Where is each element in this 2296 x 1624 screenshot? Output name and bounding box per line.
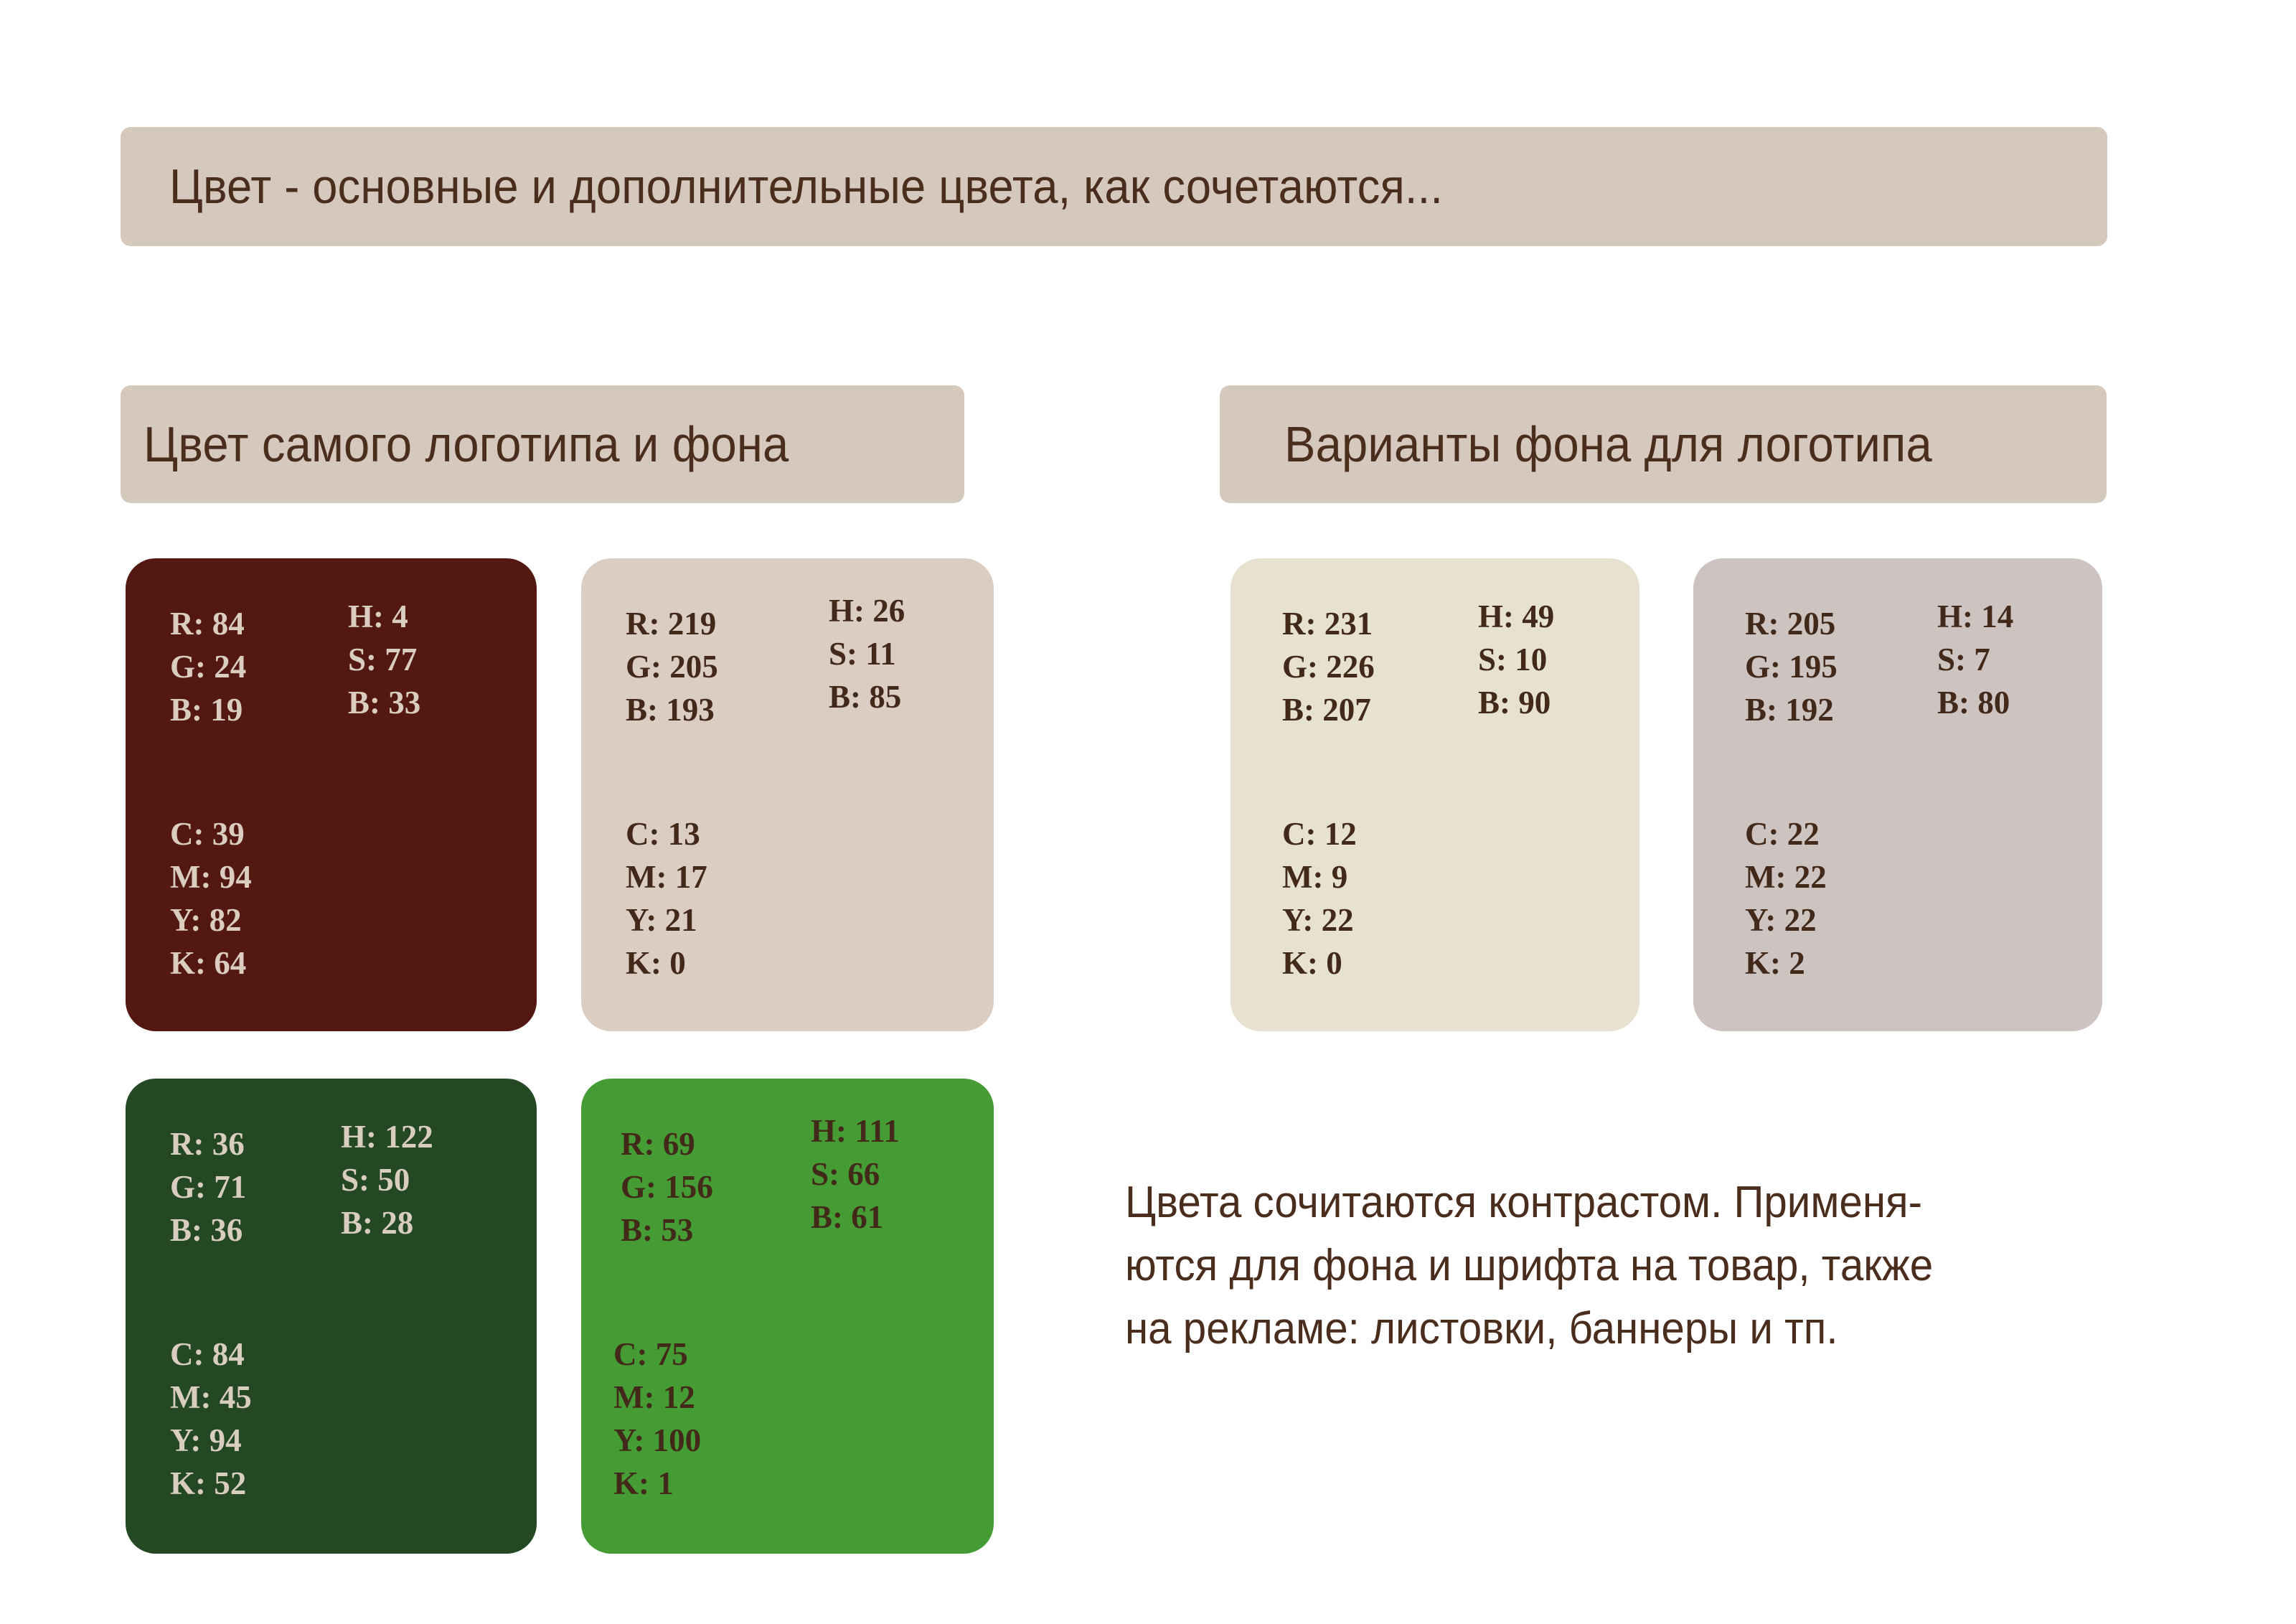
hsb-b-value: B: 80: [1937, 684, 2010, 721]
cmyk-k-value: K: 1: [613, 1465, 674, 1501]
cmyk-values-cream: C: 12 M: 9 Y: 22 K: 0: [1282, 813, 1357, 985]
hsb-values-bright-green: H: 111 S: 66 B: 61: [811, 1110, 900, 1239]
hsb-s-value: S: 77: [348, 641, 418, 677]
hsb-s-value: S: 50: [341, 1161, 410, 1198]
rgb-g-value: G: 195: [1745, 648, 1838, 685]
cmyk-m-value: M: 45: [170, 1379, 252, 1415]
rgb-b-value: B: 192: [1745, 691, 1834, 728]
cmyk-k-value: K: 2: [1745, 944, 1805, 981]
cmyk-k-value: K: 0: [626, 944, 686, 981]
color-swatch-dark-green[interactable]: R: 36 G: 71 B: 36 H: 122 S: 50 B: 28 C: …: [126, 1079, 537, 1554]
section-header-background-options-label: Варианты фона для логотипа: [1284, 416, 1932, 472]
hsb-s-value: S: 7: [1937, 641, 1990, 677]
rgb-r-value: R: 205: [1745, 606, 1836, 642]
cmyk-y-value: Y: 22: [1745, 901, 1817, 938]
cmyk-y-value: Y: 22: [1282, 901, 1354, 938]
rgb-b-value: B: 19: [170, 691, 243, 728]
hsb-h-value: H: 4: [348, 599, 408, 634]
hsb-h-value: H: 14: [1937, 599, 2014, 634]
cmyk-values-dark-green: C: 84 M: 45 Y: 94 K: 52: [170, 1333, 252, 1505]
rgb-values-bright-green: R: 69 G: 156 B: 53: [621, 1123, 713, 1252]
color-swatch-mauve[interactable]: R: 205 G: 195 B: 192 H: 14 S: 7 B: 80 C:…: [1693, 558, 2102, 1031]
cmyk-k-value: K: 52: [170, 1465, 247, 1501]
hsb-values-cream: H: 49 S: 10 B: 90: [1478, 596, 1554, 725]
cmyk-m-value: M: 94: [170, 858, 252, 895]
section-header-logo-colors-label: Цвет самого логотипа и фона: [144, 416, 789, 472]
section-header-background-options: Варианты фона для логотипа: [1220, 385, 2107, 503]
rgb-g-value: G: 71: [170, 1168, 247, 1205]
rgb-g-value: G: 226: [1282, 648, 1375, 685]
cmyk-m-value: M: 17: [626, 858, 707, 895]
rgb-r-value: R: 36: [170, 1126, 245, 1162]
cmyk-y-value: Y: 94: [170, 1422, 242, 1458]
rgb-values-cream: R: 231 G: 226 B: 207: [1282, 603, 1375, 732]
color-swatch-bright-green[interactable]: R: 69 G: 156 B: 53 H: 111 S: 66 B: 61 C:…: [581, 1079, 994, 1554]
usage-note-line-1: Цвета сочитаются контрастом. Применя-: [1125, 1178, 1922, 1227]
section-header-logo-colors: Цвет самого логотипа и фона: [121, 385, 964, 503]
cmyk-c-value: C: 75: [613, 1336, 688, 1372]
cmyk-c-value: C: 22: [1745, 816, 1820, 852]
hsb-s-value: S: 11: [829, 635, 896, 672]
color-swatch-beige[interactable]: R: 219 G: 205 B: 193 H: 26 S: 11 B: 85 C…: [581, 558, 994, 1031]
cmyk-c-value: C: 13: [626, 816, 700, 852]
cmyk-y-value: Y: 100: [613, 1422, 702, 1458]
rgb-r-value: R: 84: [170, 606, 245, 642]
usage-note-line-3: на рекламе: листовки, баннеры и тп.: [1125, 1304, 1838, 1354]
rgb-values-mauve: R: 205 G: 195 B: 192: [1745, 603, 1838, 732]
hsb-b-value: B: 28: [341, 1204, 414, 1241]
rgb-b-value: B: 193: [626, 691, 715, 728]
cmyk-k-value: K: 0: [1282, 944, 1342, 981]
cmyk-k-value: K: 64: [170, 944, 247, 981]
cmyk-c-value: C: 84: [170, 1336, 245, 1372]
hsb-h-value: H: 49: [1478, 599, 1555, 634]
rgb-b-value: B: 207: [1282, 691, 1371, 728]
hsb-values-beige: H: 26 S: 11 B: 85: [829, 590, 905, 719]
rgb-g-value: G: 24: [170, 648, 247, 685]
cmyk-m-value: M: 22: [1745, 858, 1827, 895]
hsb-values-mauve: H: 14 S: 7 B: 80: [1937, 596, 2013, 725]
hsb-b-value: B: 61: [811, 1198, 884, 1235]
hsb-h-value: H: 26: [829, 593, 905, 629]
rgb-r-value: R: 219: [626, 606, 717, 642]
hsb-h-value: H: 111: [811, 1113, 900, 1149]
cmyk-c-value: C: 39: [170, 816, 245, 852]
rgb-b-value: B: 53: [621, 1211, 694, 1248]
cmyk-m-value: M: 12: [613, 1379, 695, 1415]
rgb-r-value: R: 231: [1282, 606, 1373, 642]
cmyk-values-mauve: C: 22 M: 22 Y: 22 K: 2: [1745, 813, 1827, 985]
slide-title: Цвет - основные и дополнительные цвета, …: [169, 159, 1444, 214]
cmyk-y-value: Y: 21: [626, 901, 697, 938]
cmyk-c-value: C: 12: [1282, 816, 1357, 852]
rgb-values-beige: R: 219 G: 205 B: 193: [626, 603, 718, 732]
hsb-h-value: H: 122: [341, 1119, 433, 1155]
hsb-values-dark-red: H: 4 S: 77 B: 33: [348, 596, 420, 725]
rgb-g-value: G: 205: [626, 648, 718, 685]
hsb-s-value: S: 10: [1478, 641, 1548, 677]
hsb-b-value: B: 33: [348, 684, 421, 721]
color-swatch-cream[interactable]: R: 231 G: 226 B: 207 H: 49 S: 10 B: 90 C…: [1231, 558, 1639, 1031]
slide-title-bar: Цвет - основные и дополнительные цвета, …: [121, 127, 2107, 246]
hsb-values-dark-green: H: 122 S: 50 B: 28: [341, 1116, 433, 1245]
rgb-values-dark-green: R: 36 G: 71 B: 36: [170, 1123, 246, 1252]
rgb-b-value: B: 36: [170, 1211, 243, 1248]
cmyk-y-value: Y: 82: [170, 901, 242, 938]
usage-note: Цвета сочитаются контрастом. Применя- ют…: [1125, 1171, 2103, 1361]
rgb-values-dark-red: R: 84 G: 24 B: 19: [170, 603, 246, 732]
hsb-s-value: S: 66: [811, 1155, 880, 1192]
cmyk-values-bright-green: C: 75 M: 12 Y: 100 K: 1: [613, 1333, 701, 1505]
hsb-b-value: B: 85: [829, 678, 902, 715]
rgb-r-value: R: 69: [621, 1126, 695, 1162]
cmyk-values-beige: C: 13 M: 17 Y: 21 K: 0: [626, 813, 707, 985]
hsb-b-value: B: 90: [1478, 684, 1551, 721]
cmyk-values-dark-red: C: 39 M: 94 Y: 82 K: 64: [170, 813, 252, 985]
color-swatch-dark-red[interactable]: R: 84 G: 24 B: 19 H: 4 S: 77 B: 33 C: 39…: [126, 558, 537, 1031]
usage-note-line-2: ются для фона и шрифта на товар, также: [1125, 1241, 1934, 1291]
rgb-g-value: G: 156: [621, 1168, 713, 1205]
cmyk-m-value: M: 9: [1282, 858, 1348, 895]
